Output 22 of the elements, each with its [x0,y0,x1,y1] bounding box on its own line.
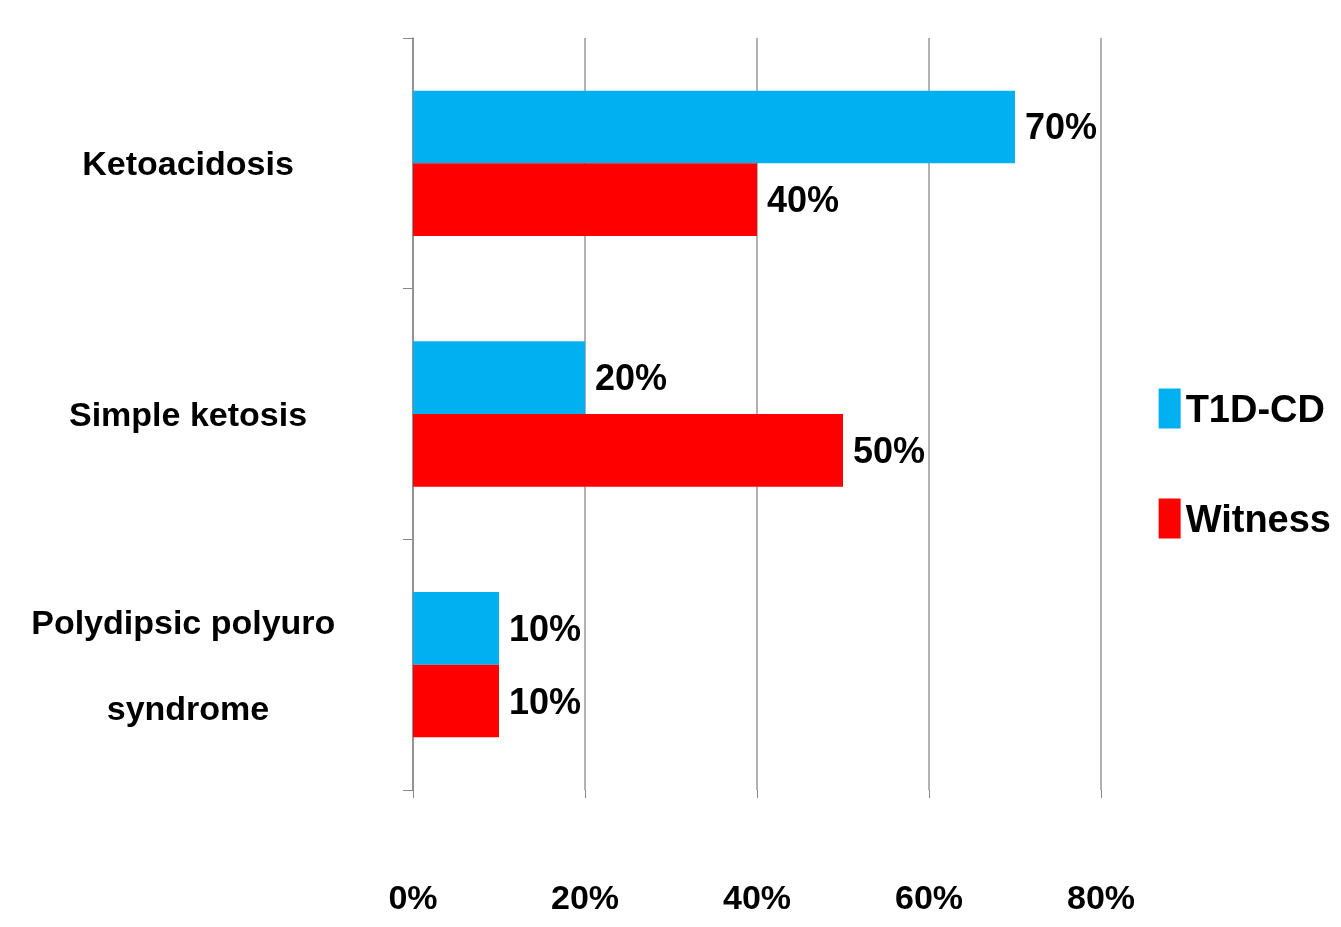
legend-label: Witness [1185,497,1331,540]
bar [413,163,757,237]
bar [413,90,1015,164]
data-label: 10% [509,680,582,722]
data-label: 40% [767,179,840,221]
data-label: 10% [509,607,582,649]
bar [413,591,499,665]
bar [413,414,843,487]
x-tick-label: 0% [388,878,438,916]
y-tick-label: Simple ketosis [68,395,308,433]
y-tick-label: Ketoacidosis [82,144,294,183]
x-tick-label: 60% [894,878,964,916]
bar [413,664,499,738]
category-label: Polydipsic polyuro syndrome [31,602,336,727]
x-tick-label: 40% [722,878,792,916]
x-tick-label: 20% [550,878,620,916]
x-tick-label: 80% [1066,878,1136,916]
data-label: 50% [853,429,926,471]
legend-label: T1D-CD [1185,387,1325,430]
data-label: 20% [595,357,668,399]
bar [413,341,585,414]
data-label: 70% [1025,106,1098,148]
